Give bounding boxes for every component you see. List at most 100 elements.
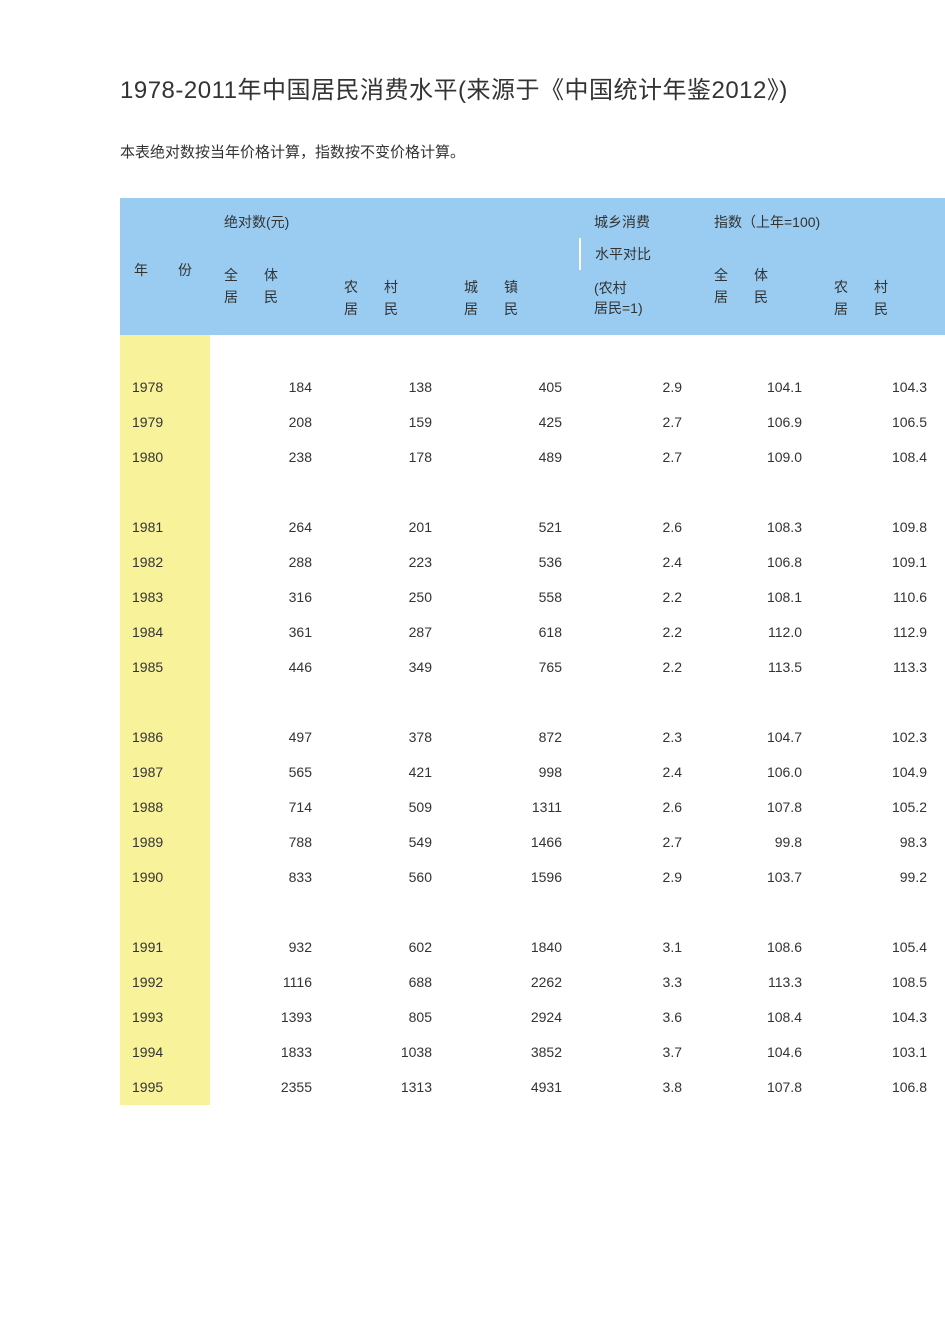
- gap-cell: [820, 335, 945, 370]
- cell-abs_urban: 1596: [450, 860, 580, 895]
- cell-abs_urban: 1840: [450, 930, 580, 965]
- cell-abs_rural: 138: [330, 370, 450, 405]
- cell-idx_all: 108.6: [700, 930, 820, 965]
- cell-abs_rural: 287: [330, 615, 450, 650]
- col-idx-rural: 农 村 居 民: [820, 270, 945, 335]
- cell-idx_all: 108.4: [700, 1000, 820, 1035]
- cell-abs_rural: 201: [330, 510, 450, 545]
- col-abs-rural: 农 村 居 民: [330, 270, 450, 335]
- gap-cell: [210, 685, 330, 720]
- label-idx-rural-l1: 农 村: [834, 279, 894, 295]
- cell-abs_urban: 489: [450, 440, 580, 475]
- gap-cell: [330, 335, 450, 370]
- cell-ratio: 2.4: [580, 755, 700, 790]
- cell-abs_urban: 536: [450, 545, 580, 580]
- cell-abs_all: 565: [210, 755, 330, 790]
- cell-idx_rural: 106.8: [820, 1070, 945, 1105]
- cell-abs_urban: 405: [450, 370, 580, 405]
- gap-cell: [700, 475, 820, 510]
- cell-abs_rural: 250: [330, 580, 450, 615]
- cell-ratio: 3.6: [580, 1000, 700, 1035]
- cell-abs_rural: 549: [330, 825, 450, 860]
- cell-idx_all: 112.0: [700, 615, 820, 650]
- gap-cell: [580, 685, 700, 720]
- cell-abs_all: 288: [210, 545, 330, 580]
- cell-abs_urban: 1466: [450, 825, 580, 860]
- cell-idx_all: 104.1: [700, 370, 820, 405]
- cell-abs_rural: 1313: [330, 1070, 450, 1105]
- cell-idx_all: 99.8: [700, 825, 820, 860]
- gap-cell: [820, 685, 945, 720]
- cell-abs_all: 1116: [210, 965, 330, 1000]
- cell-idx_all: 104.6: [700, 1035, 820, 1070]
- cell-idx_rural: 109.1: [820, 545, 945, 580]
- table-row: 19833162505582.2108.1110.6: [120, 580, 945, 615]
- label-idx-all-l2: 居 民: [714, 289, 774, 305]
- cell-abs_all: 2355: [210, 1070, 330, 1105]
- cell-idx_rural: 113.3: [820, 650, 945, 685]
- col-abs-all: 全 体 居 民: [210, 238, 330, 335]
- cell-idx_all: 109.0: [700, 440, 820, 475]
- gap-cell: [210, 895, 330, 930]
- cell-abs_all: 446: [210, 650, 330, 685]
- gap-year-cell: [120, 895, 210, 930]
- cell-abs_urban: 521: [450, 510, 580, 545]
- page-title: 1978-2011年中国居民消费水平(来源于《中国统计年鉴2012》): [120, 70, 945, 105]
- cell-abs_all: 497: [210, 720, 330, 755]
- cell-ratio: 2.7: [580, 440, 700, 475]
- cell-idx_all: 106.9: [700, 405, 820, 440]
- cell-abs_all: 1833: [210, 1035, 330, 1070]
- cell-idx_rural: 104.3: [820, 1000, 945, 1035]
- table-note: 本表绝对数按当年价格计算，指数按不变价格计算。: [120, 141, 945, 162]
- col-group-ratio-line2: 水平对比: [580, 238, 700, 270]
- cell-year: 1986: [120, 720, 210, 755]
- cell-year: 1995: [120, 1070, 210, 1105]
- cell-idx_rural: 99.2: [820, 860, 945, 895]
- cell-year: 1991: [120, 930, 210, 965]
- cell-ratio: 3.8: [580, 1070, 700, 1105]
- cell-idx_all: 107.8: [700, 790, 820, 825]
- cell-idx_rural: 108.5: [820, 965, 945, 1000]
- gap-cell: [210, 475, 330, 510]
- cell-abs_urban: 618: [450, 615, 580, 650]
- cell-abs_urban: 558: [450, 580, 580, 615]
- cell-abs_rural: 509: [330, 790, 450, 825]
- cell-abs_rural: 223: [330, 545, 450, 580]
- cell-year: 1984: [120, 615, 210, 650]
- cell-abs_all: 264: [210, 510, 330, 545]
- cell-abs_rural: 421: [330, 755, 450, 790]
- cell-idx_rural: 98.3: [820, 825, 945, 860]
- cell-abs_all: 1393: [210, 1000, 330, 1035]
- cell-year: 1987: [120, 755, 210, 790]
- cell-idx_all: 107.8: [700, 1070, 820, 1105]
- cell-idx_rural: 102.3: [820, 720, 945, 755]
- cell-year: 1990: [120, 860, 210, 895]
- cell-ratio: 2.6: [580, 510, 700, 545]
- table-row: 19875654219982.4106.0104.9: [120, 755, 945, 790]
- cell-year: 1992: [120, 965, 210, 1000]
- cell-idx_rural: 105.4: [820, 930, 945, 965]
- cell-idx_all: 113.5: [700, 650, 820, 685]
- cell-idx_rural: 112.9: [820, 615, 945, 650]
- cell-abs_rural: 378: [330, 720, 450, 755]
- cell-idx_rural: 104.9: [820, 755, 945, 790]
- table-row: 19843612876182.2112.0112.9: [120, 615, 945, 650]
- cell-abs_rural: 688: [330, 965, 450, 1000]
- cell-idx_all: 104.7: [700, 720, 820, 755]
- cell-idx_all: 106.8: [700, 545, 820, 580]
- gap-cell: [450, 475, 580, 510]
- cell-abs_urban: 4931: [450, 1070, 580, 1105]
- gap-year-cell: [120, 475, 210, 510]
- gap-cell: [700, 685, 820, 720]
- cell-ratio: 3.1: [580, 930, 700, 965]
- cell-idx_rural: 106.5: [820, 405, 945, 440]
- cell-year: 1988: [120, 790, 210, 825]
- table-row: 1993139380529243.6108.4104.3: [120, 1000, 945, 1035]
- spacer-idx: [820, 238, 945, 270]
- gap-year-cell: [120, 335, 210, 370]
- gap-cell: [700, 895, 820, 930]
- table-row: 19941833103838523.7104.6103.1: [120, 1035, 945, 1070]
- table-row: 19822882235362.4106.8109.1: [120, 545, 945, 580]
- cell-ratio: 2.7: [580, 405, 700, 440]
- cell-abs_urban: 3852: [450, 1035, 580, 1070]
